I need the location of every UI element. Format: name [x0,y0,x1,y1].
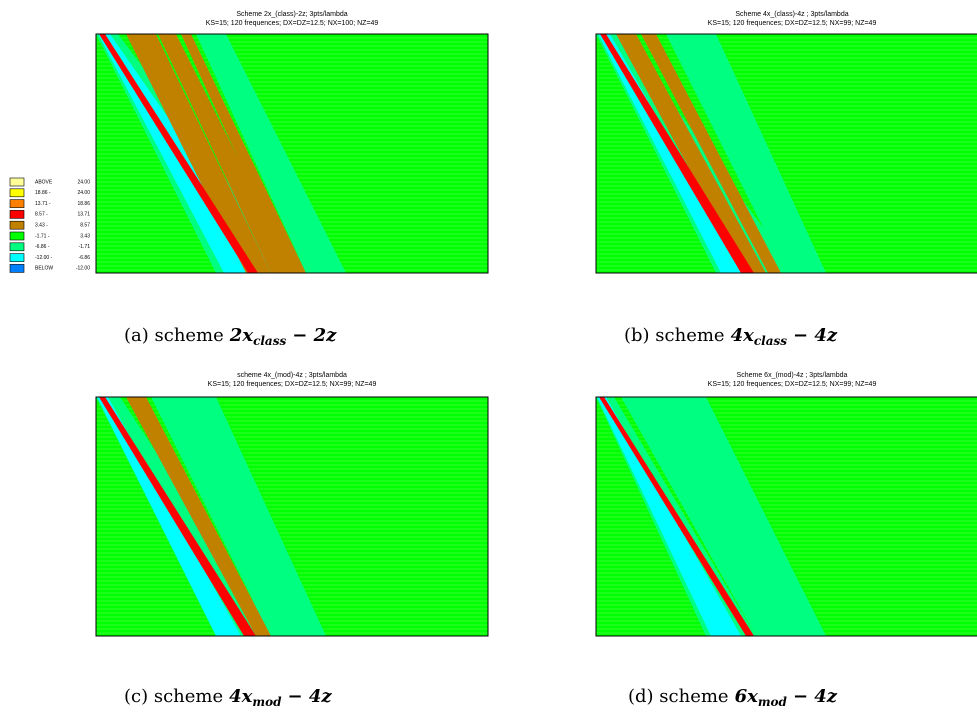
plot [96,34,488,273]
contour-band [158,34,296,273]
caption-tail: − 2z [292,325,337,346]
plot-frame [95,396,489,637]
legend-high: -12.00 [76,266,90,272]
caption-sub: mod [758,695,788,709]
plot-frame [595,396,977,637]
plot-subtitle: KS=15; 120 frequences; DX=DZ=12.5; NX=99… [708,381,877,388]
legend-swatch [9,242,25,252]
contour-band [196,34,346,273]
contour-band [666,34,826,273]
plot-subtitle: KS=15; 120 frequences; DX=DZ=12.5; NX=99… [708,20,877,27]
legend-high: 3.43 [80,233,90,239]
contour-band [600,34,754,273]
caption: (c) scheme 4xmod − 4z [124,686,332,709]
legend-swatch [9,220,25,230]
caption-coef: 2x [229,325,254,346]
contour-band [97,397,241,636]
legend-low: 3.43 - [35,223,48,229]
legend-low: 13.71 - [35,201,51,207]
contour-band [99,34,258,273]
plot-title: Scheme 6x_(mod)-4z ; 3pts/lambda [737,372,848,379]
legend-low: BELOW [35,266,53,272]
plot-title: scheme 4x_(mod)-4z ; 3pts/lambda [237,372,347,379]
contour-band [99,397,256,636]
caption-tail: − 4z [288,686,333,707]
caption-tail: − 4z [793,686,838,707]
caption-label: (d) scheme [628,686,729,707]
legend-low: -6.86 - [35,244,50,250]
legend-swatch [9,264,25,273]
legend-low: 8.57 - [35,212,48,218]
caption: (b) scheme 4xclass − 4z [624,325,838,348]
contour-band [126,397,271,636]
caption-sub: class [754,334,787,348]
caption: (d) scheme 6xmod − 4z [628,686,838,709]
legend-swatch [9,231,25,241]
legend-low: -1.71 - [35,233,50,239]
caption-coef: 6x [735,686,759,707]
legend-high: 24.00 [77,190,90,196]
legend-high: 13.71 [77,212,90,218]
legend-high: 24.00 [77,179,90,185]
legend-swatch [9,210,25,219]
legend-swatch [9,188,25,198]
caption-label: (b) scheme [624,325,725,346]
plot-subtitle: KS=15; 120 frequences; DX=DZ=12.5; NX=99… [208,381,377,388]
legend-low: -12.00 - [35,255,53,261]
plot [96,397,488,636]
legend-low: ABOVE [35,179,53,185]
caption-sub: mod [252,695,282,709]
contour-band [597,397,741,636]
contour-band [181,34,306,273]
caption-coef: 4x [229,686,253,707]
legend-swatch [9,199,25,208]
plot-subtitle: KS=15; 120 frequences; DX=DZ=12.5; NX=10… [206,20,379,27]
caption-tail: − 4z [793,325,838,346]
contour-band [616,34,766,273]
contour-band [621,397,826,636]
contour-band [641,34,781,273]
legend-high: 18.86 [77,201,90,207]
caption-label: (a) scheme [124,325,224,346]
plot [596,34,977,273]
contour-band [126,34,271,273]
plot [596,397,977,636]
legend-low: 18.86 - [35,190,51,196]
plot-frame [95,33,489,274]
legend-high: -1.71 [79,244,91,250]
legend-high: -6.86 [79,255,91,261]
contour-band [151,397,326,636]
contour-band [599,397,754,636]
plot-title: Scheme 4x_(class)-4z ; 3pts/lambda [735,11,848,18]
legend-swatch [9,253,25,262]
caption-coef: 4x [731,325,755,346]
caption-sub: class [253,334,286,348]
legend-swatch [9,177,25,187]
plot-frame [595,33,977,274]
caption-label: (c) scheme [124,686,223,707]
plot-title: Scheme 2x_(class)-2z; 3pts/lambda [236,11,347,18]
caption: (a) scheme 2xclass − 2z [124,325,337,348]
legend-high: 8.57 [80,223,90,229]
